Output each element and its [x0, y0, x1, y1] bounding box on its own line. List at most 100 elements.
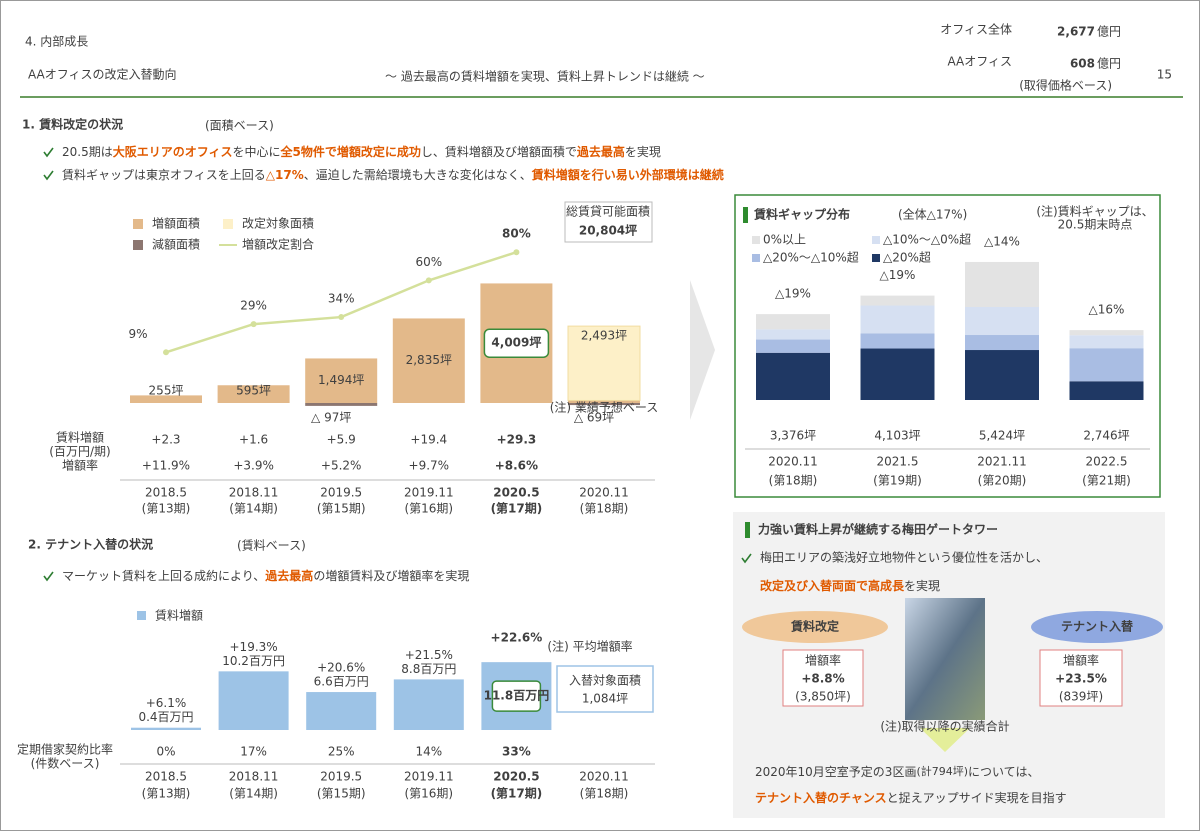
row-value: +11.9%: [142, 459, 190, 473]
bar-segment: [1069, 330, 1144, 336]
line-point: [513, 249, 520, 256]
x-tick-label: 2020.5: [493, 486, 539, 500]
oval: [742, 611, 888, 643]
bullet-text: 梅田エリアの築浅好立地物件という優位性を活かし、: [760, 550, 1048, 565]
row-value: +29.3: [497, 433, 537, 447]
text-run: を実現: [625, 144, 661, 159]
data-label: △ 69坪: [574, 411, 614, 425]
x-tick-sublabel: (第15期): [317, 787, 366, 801]
x-tick-label: 2021.5: [877, 455, 919, 469]
stat-unit: 億円: [1097, 25, 1121, 39]
chart-title: 賃料ギャップ分布: [753, 207, 850, 222]
text-run: を中心に: [233, 144, 281, 159]
x-tick-label: 2019.11: [404, 770, 454, 784]
bar: [567, 325, 641, 401]
gap-label: △16%: [1089, 303, 1125, 317]
x-tick-label: 2019.5: [320, 486, 362, 500]
x-tick-sublabel: (第13期): [142, 502, 191, 516]
oval-label: 賃料改定: [790, 619, 839, 634]
section-title: 2. テナント入替の状況: [28, 537, 153, 552]
data-label: 0.4百万円: [138, 710, 193, 724]
rich-text: テナント入替のチャンスと捉えアップサイド実現を目指す: [755, 790, 1067, 805]
gap-frame: [734, 194, 1161, 498]
bar: [305, 403, 378, 406]
x-tick-label: 2019.11: [404, 486, 454, 500]
rate-value: +23.5%: [1055, 672, 1107, 686]
data-label: 10.2百万円: [222, 654, 285, 668]
chart-subtitle: (全体△17%): [898, 207, 967, 222]
text-run: と捉えアップサイド実現を目指す: [887, 790, 1067, 805]
rate-box: [782, 649, 864, 707]
bar: [130, 395, 202, 403]
emphasis: 過去最高: [264, 568, 313, 583]
x-tick-label: 2019.5: [320, 770, 362, 784]
x-tick-sublabel: (第13期): [142, 787, 191, 801]
bar-segment: [756, 329, 830, 340]
x-tick-label: 2022.5: [1086, 455, 1128, 469]
section-title: 1. 賃料改定の状況: [22, 117, 123, 132]
row-value: +5.9: [327, 433, 356, 447]
bar-segment: [756, 314, 830, 330]
oval-label: テナント入替: [1061, 619, 1134, 634]
row-label: 定期借家契約比率: [17, 742, 113, 757]
rich-text: 2020年10月空室予定の3区画(計794坪)については、: [755, 764, 1039, 779]
check-icon: [43, 571, 54, 582]
total-label: 3,376坪: [770, 429, 816, 443]
title-marker: [743, 207, 748, 223]
bar-segment: [860, 305, 935, 334]
check-icon: [741, 553, 752, 564]
highlight-box: [491, 680, 542, 712]
note: 20.5期末時点: [1058, 218, 1133, 232]
rate-label: +21.5%: [405, 648, 453, 662]
box-value: 1,084坪: [582, 692, 628, 706]
bar-segment: [756, 339, 830, 353]
note: (注) 業績予想ベース: [550, 400, 659, 415]
data-label: 8.8百万円: [401, 662, 456, 676]
legend-swatch: [872, 254, 880, 262]
box-label: 入替対象面積: [569, 673, 641, 688]
stat-value: 608: [1070, 57, 1095, 71]
x-tick-sublabel: (第17期): [491, 501, 543, 516]
emphasis: テナント入替のチャンス: [755, 790, 887, 805]
rich-text: 20.5期は大阪エリアのオフィスを中心に全5物件で増額改定に成功し、賃料増額及び…: [62, 144, 661, 159]
rich-text: 改定及び入替両面で高成長を実現: [760, 578, 940, 593]
line-point: [338, 314, 345, 321]
row-value: 0%: [156, 745, 175, 759]
rich-text: マーケット賃料を上回る成約により、過去最高の増額賃料及び増額率を実現: [62, 568, 469, 583]
x-tick-label: 2020.11: [579, 486, 629, 500]
x-tick-sublabel: (第18期): [580, 787, 629, 801]
x-tick-sublabel: (第18期): [580, 502, 629, 516]
stat-label: オフィス全体: [940, 22, 1012, 37]
text-run: 賃料ギャップは東京オフィスを上回る: [62, 167, 266, 182]
row-value: 17%: [240, 745, 267, 759]
legend-swatch: [137, 611, 146, 620]
bar: [393, 679, 464, 730]
emphasis: 改定及び入替両面で高成長: [760, 578, 905, 593]
legend-label: 0%以上: [763, 233, 806, 247]
data-label: 4,009坪: [491, 336, 541, 350]
text-run: (計794坪): [916, 764, 968, 778]
x-tick-sublabel: (第17期): [491, 786, 543, 801]
rich-text: 賃料ギャップは東京オフィスを上回る△17%、逼迫した需給環境も大きな変化はなく、…: [62, 167, 724, 182]
x-tick-label: 2018.11: [229, 770, 279, 784]
x-tick-label: 2018.5: [145, 770, 187, 784]
row-value: +19.4: [410, 433, 447, 447]
x-tick-sublabel: (第15期): [317, 502, 366, 516]
rate-label: +22.6%: [491, 631, 543, 645]
x-tick-label: 2020.11: [579, 770, 629, 784]
gap-label: △19%: [775, 287, 811, 301]
x-tick-sublabel: (第18期): [769, 474, 818, 488]
bar: [131, 727, 201, 730]
row-value: 33%: [502, 745, 531, 759]
x-tick-label: 2020.11: [768, 455, 818, 469]
bar-segment: [965, 335, 1039, 351]
data-label: 2,835坪: [406, 353, 452, 367]
text-run: を実現: [904, 578, 940, 593]
data-label: △ 97坪: [311, 411, 351, 425]
stat-value: 2,677: [1057, 25, 1095, 39]
rate-label: 増額率: [1063, 653, 1099, 668]
bar: [218, 671, 289, 730]
legend-label: 増額改定割合: [242, 237, 314, 252]
check-icon: [43, 147, 54, 158]
